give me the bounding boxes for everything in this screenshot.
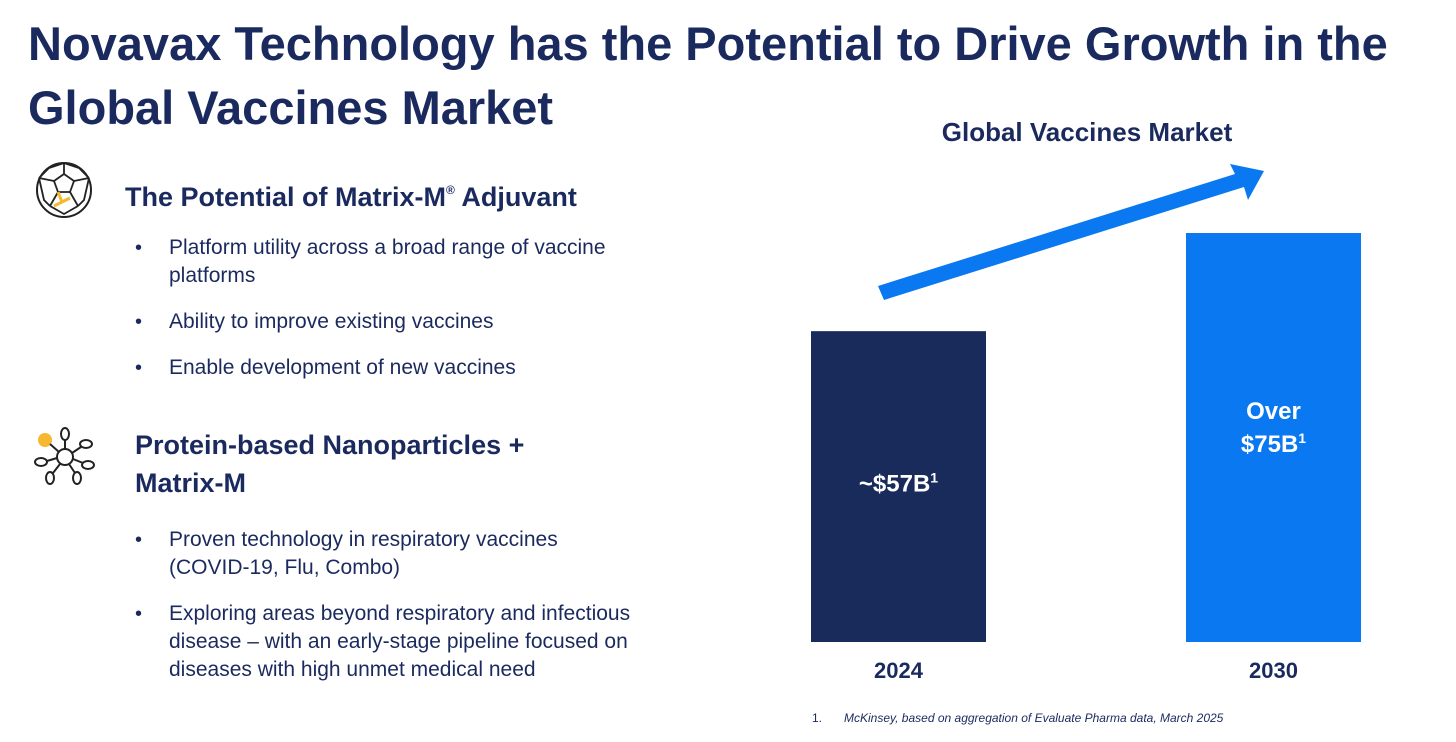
chart-title: Global Vaccines Market	[941, 117, 1233, 147]
category-label: 2030	[1249, 658, 1298, 683]
chart-bar-labels: ~$57B1 Over $75B1	[859, 398, 1306, 498]
footnote-ref: 1	[1298, 430, 1306, 446]
bar-value-label: ~$57B1	[859, 470, 938, 498]
list-item: Proven technology in respiratory vaccine…	[135, 526, 635, 582]
nanoparticles-bullet-list: Proven technology in respiratory vaccine…	[135, 526, 635, 702]
footnote-text: McKinsey, based on aggregation of Evalua…	[844, 711, 1224, 725]
bar-2024	[811, 331, 986, 642]
registered-mark: ®	[446, 183, 455, 197]
bar-2030	[1186, 233, 1361, 642]
section-heading-nanoparticles: Protein-based Nanoparticles + Matrix-M	[135, 426, 595, 502]
section-heading-matrix-m: The Potential of Matrix-M® Adjuvant	[125, 171, 577, 216]
chart-bars	[811, 233, 1361, 642]
fullerene-icon	[34, 160, 94, 225]
bar-value-label: $75B1	[1241, 430, 1306, 458]
list-item: Ability to improve existing vaccines	[135, 308, 635, 336]
footnote-number: 1.	[812, 711, 823, 725]
nanoparticle-icon	[33, 425, 97, 494]
chart-category-labels: 2024 2030	[874, 658, 1298, 683]
list-item: Platform utility across a broad range of…	[135, 234, 635, 290]
section-heading-suffix: Adjuvant	[454, 182, 577, 212]
category-label: 2024	[874, 658, 924, 683]
section-heading-text: The Potential of Matrix-M	[125, 182, 447, 212]
matrix-m-bullet-list: Platform utility across a broad range of…	[135, 234, 635, 400]
list-item: Enable development of new vaccines	[135, 354, 635, 382]
growth-trend-arrow	[878, 164, 1264, 300]
list-item: Exploring areas beyond respiratory and i…	[135, 600, 649, 684]
footnote: 1. McKinsey, based on aggregation of Eval…	[812, 711, 1223, 725]
section-heading-text: Protein-based Nanoparticles + Matrix-M	[135, 430, 525, 498]
vaccines-market-chart: ~$57B1 Over $75B1 2024 2030	[811, 164, 1361, 683]
page-title: Novavax Technology has the Potential to …	[28, 17, 1388, 134]
footnote-ref: 1	[930, 470, 938, 486]
bar-value-label: Over	[1246, 398, 1301, 425]
